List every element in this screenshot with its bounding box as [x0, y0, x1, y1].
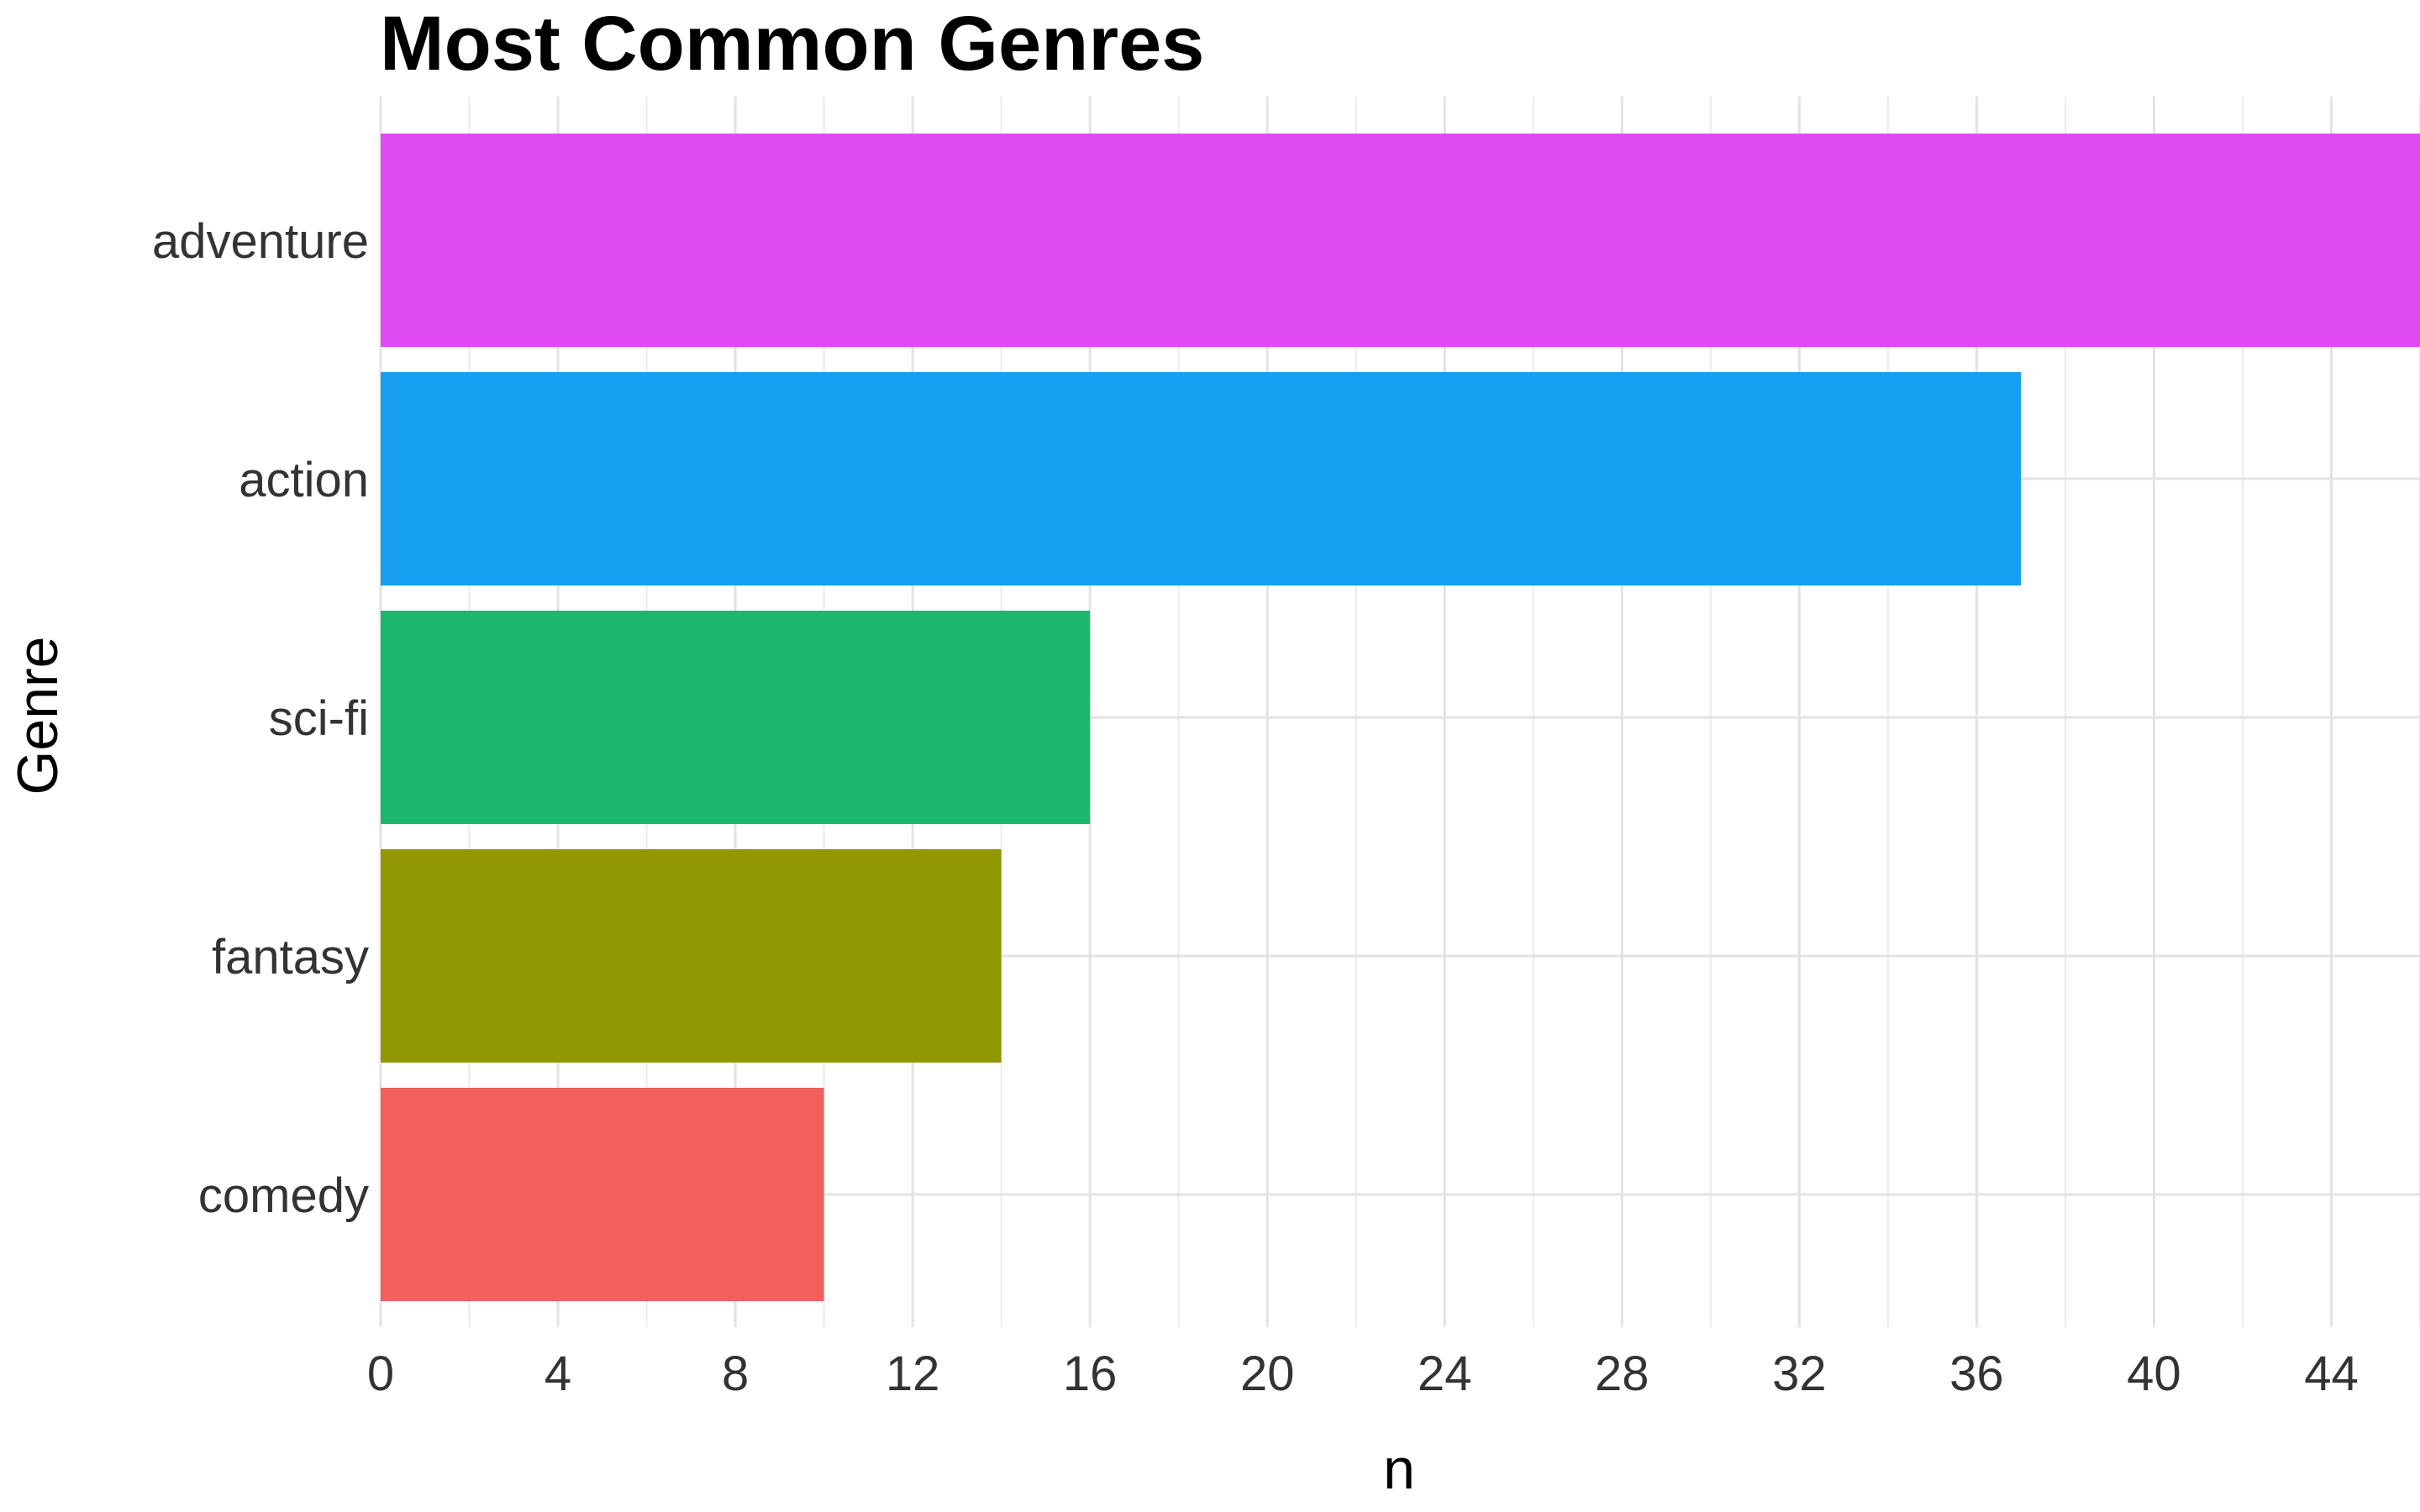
- x-tick-label: 28: [1595, 1347, 1649, 1401]
- x-tick-label: 36: [1949, 1347, 2004, 1401]
- x-tick-label: 4: [544, 1347, 571, 1401]
- bar-sci-fi: [381, 611, 1091, 824]
- y-tick-label: action: [239, 453, 369, 507]
- y-tick-label: adventure: [152, 214, 369, 269]
- y-tick-label: sci-fi: [269, 691, 369, 746]
- x-tick-label: 0: [367, 1347, 394, 1401]
- x-tick-label: 40: [2127, 1347, 2181, 1401]
- x-axis-label: n: [1383, 1437, 1415, 1501]
- chart-title: Most Common Genres: [380, 1, 1205, 87]
- y-tick-label: comedy: [198, 1168, 369, 1223]
- bar-comedy: [381, 1088, 824, 1301]
- bar-fantasy: [381, 849, 1002, 1063]
- x-tick-label: 16: [1063, 1347, 1118, 1401]
- x-tick-label: 8: [722, 1347, 749, 1401]
- bar-action: [381, 372, 2022, 585]
- x-tick-label: 44: [2304, 1347, 2359, 1401]
- y-tick-label: fantasy: [212, 930, 369, 984]
- x-tick-label: 20: [1240, 1347, 1295, 1401]
- x-tick-label: 32: [1772, 1347, 1827, 1401]
- bar-adventure: [381, 134, 2420, 347]
- x-tick-label: 24: [1418, 1347, 1472, 1401]
- x-tick-label: 12: [886, 1347, 940, 1401]
- y-axis-label: Genre: [6, 637, 70, 795]
